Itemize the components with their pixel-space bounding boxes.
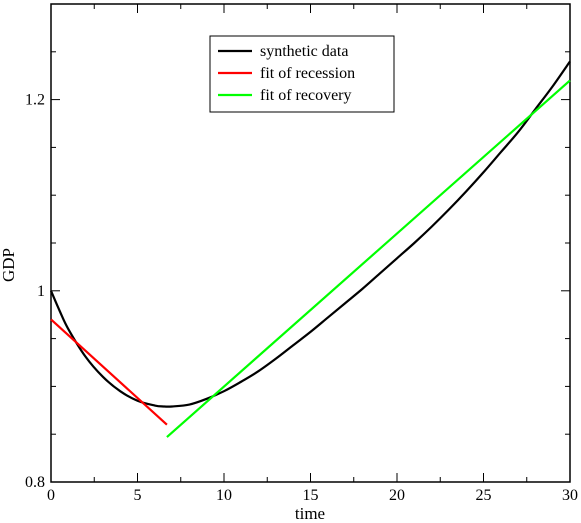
x-tick-label: 15: [303, 487, 319, 504]
x-tick-label: 30: [562, 487, 578, 504]
series-line-fit-of-recovery: [166, 79, 571, 438]
y-axis-label: GDP: [0, 248, 18, 282]
x-tick-label: 0: [47, 487, 55, 504]
legend-label: fit of recovery: [260, 87, 352, 104]
legend-label: synthetic data: [260, 43, 348, 60]
y-tick-label: 1: [37, 283, 45, 300]
series-line-fit-of-recession: [50, 318, 168, 426]
x-tick-label: 10: [216, 487, 232, 504]
legend: synthetic data fit of recession fit of rec…: [209, 35, 395, 113]
y-tick-label: 1.2: [25, 92, 45, 109]
axis-labels: time GDP: [0, 248, 325, 523]
x-tick-label: 25: [476, 487, 492, 504]
x-tick-label: 20: [389, 487, 405, 504]
series-line-synthetic-data: [49, 60, 571, 408]
x-axis-label: time: [295, 504, 325, 523]
x-tick-label: 5: [134, 487, 142, 504]
legend-label: fit of recession: [260, 65, 355, 82]
axis-ticks: 0 5 10 15 20 25 30 0.8 1 1.2: [25, 3, 578, 504]
series-lines: [49, 60, 571, 438]
y-tick-label: 0.8: [25, 474, 45, 491]
